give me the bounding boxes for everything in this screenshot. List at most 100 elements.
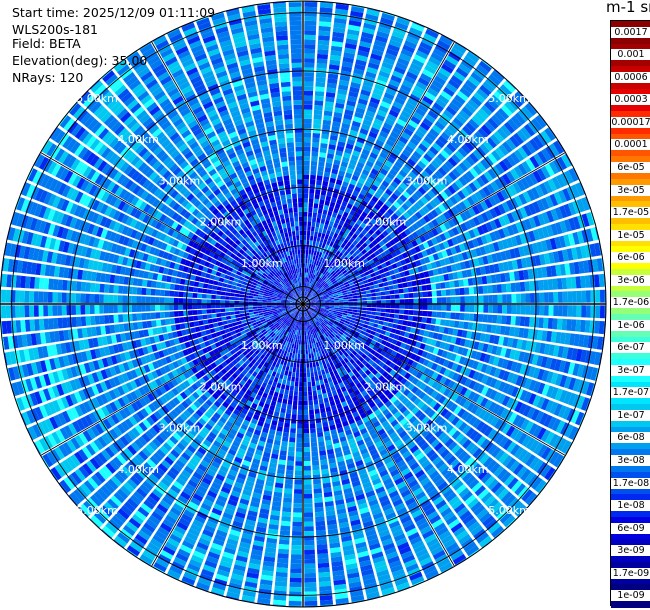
data-gate xyxy=(303,142,311,147)
data-gate xyxy=(459,313,465,321)
data-gate xyxy=(498,160,509,172)
data-gate xyxy=(311,301,316,303)
data-gate xyxy=(392,380,400,387)
data-gate xyxy=(353,323,359,328)
data-gate xyxy=(368,1,383,8)
data-gate xyxy=(426,132,437,142)
data-gate xyxy=(524,281,530,292)
data-gate xyxy=(324,402,330,408)
data-gate xyxy=(317,370,322,376)
data-gate xyxy=(476,176,486,187)
data-gate xyxy=(288,596,302,602)
data-gate xyxy=(359,93,370,101)
data-gate xyxy=(439,366,447,375)
data-gate xyxy=(364,225,371,232)
data-gate xyxy=(330,286,336,290)
data-gate xyxy=(307,221,312,227)
data-gate xyxy=(316,72,327,78)
data-gate xyxy=(423,385,431,394)
data-gate xyxy=(286,404,292,410)
data-gate xyxy=(335,268,341,274)
data-gate xyxy=(314,231,318,237)
data-gate xyxy=(534,305,540,316)
data-gate xyxy=(518,270,525,281)
data-gate xyxy=(303,391,308,397)
data-gate xyxy=(402,79,414,89)
data-gate xyxy=(340,236,346,243)
data-gate xyxy=(295,461,303,466)
data-gate xyxy=(352,604,367,607)
data-gate xyxy=(464,184,474,195)
data-gate xyxy=(453,71,466,82)
data-gate xyxy=(351,216,358,223)
data-gate xyxy=(361,276,368,281)
data-gate xyxy=(307,226,311,231)
data-gate xyxy=(559,263,566,276)
data-gate xyxy=(319,454,327,461)
data-gate xyxy=(394,314,400,319)
data-gate xyxy=(458,162,469,172)
data-gate xyxy=(354,111,364,119)
data-gate xyxy=(319,309,324,312)
data-gate xyxy=(426,239,434,247)
data-gate xyxy=(430,106,442,116)
data-gate xyxy=(310,231,315,236)
data-gate xyxy=(402,282,408,288)
data-gate xyxy=(299,377,303,383)
data-gate xyxy=(276,567,288,573)
data-gate xyxy=(364,180,372,188)
data-gate xyxy=(486,275,492,284)
data-gate xyxy=(359,41,372,49)
data-gate xyxy=(383,335,389,341)
data-gate xyxy=(319,267,324,273)
data-gate xyxy=(451,362,459,372)
data-gate xyxy=(419,99,431,109)
data-gate xyxy=(305,291,307,297)
data-gate xyxy=(392,323,398,329)
data-gate xyxy=(292,367,296,373)
data-gate xyxy=(432,268,439,276)
data-gate xyxy=(393,284,399,290)
data-gate xyxy=(364,320,370,325)
data-gate xyxy=(324,306,330,309)
data-gate xyxy=(437,333,444,341)
data-gate xyxy=(455,132,467,143)
data-gate xyxy=(464,220,472,230)
data-gate xyxy=(312,240,316,246)
data-gate xyxy=(476,161,487,173)
data-gate xyxy=(312,217,317,223)
data-gate xyxy=(432,297,437,304)
data-gate xyxy=(326,289,332,293)
data-gate xyxy=(516,416,526,429)
data-gate xyxy=(356,336,363,342)
data-gate xyxy=(370,272,376,278)
data-gate xyxy=(371,292,376,297)
data-gate xyxy=(385,227,393,234)
data-gate xyxy=(390,299,396,304)
data-gate xyxy=(482,186,492,197)
data-gate xyxy=(373,118,384,126)
data-gate xyxy=(374,243,381,250)
data-gate xyxy=(525,305,531,315)
data-gate xyxy=(528,393,537,405)
data-gate xyxy=(498,336,505,346)
data-gate xyxy=(279,450,287,456)
data-gate xyxy=(525,256,532,268)
data-gate xyxy=(389,239,396,246)
data-gate xyxy=(298,400,303,406)
data-gate xyxy=(451,392,459,402)
data-gate xyxy=(431,311,437,318)
data-gate xyxy=(370,127,380,135)
data-gate xyxy=(328,251,333,257)
data-gate xyxy=(390,35,404,44)
data-gate xyxy=(371,304,377,308)
data-gate xyxy=(570,184,580,198)
data-gate xyxy=(317,436,324,442)
data-gate xyxy=(395,340,402,347)
data-gate xyxy=(594,320,600,334)
data-gate xyxy=(554,359,562,372)
data-gate xyxy=(444,257,451,265)
data-gate xyxy=(285,469,294,475)
data-gate xyxy=(422,310,428,317)
data-gate xyxy=(479,423,490,434)
